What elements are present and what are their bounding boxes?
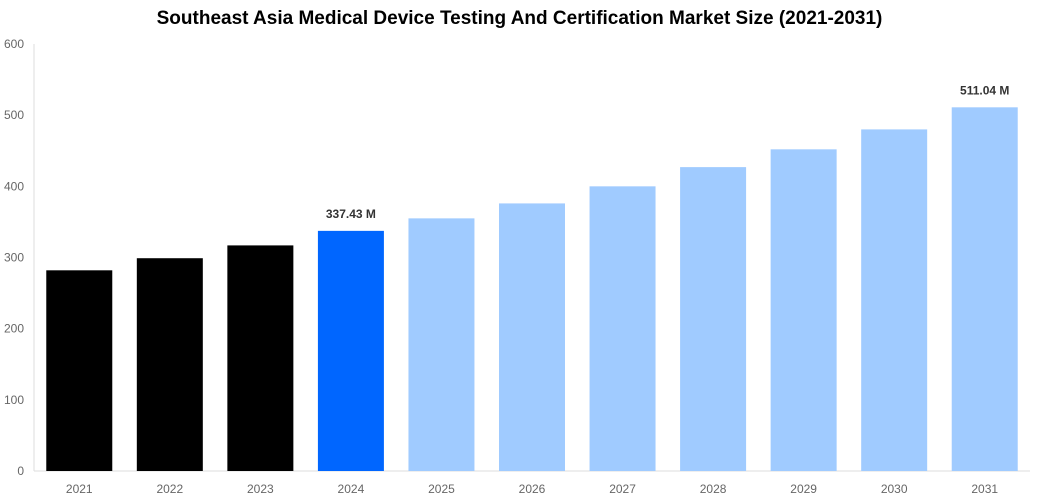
x-tick-label: 2025 (428, 482, 455, 496)
bar-2025 (408, 218, 475, 471)
x-tick-label: 2031 (971, 482, 998, 496)
x-tick-label: 2030 (881, 482, 908, 496)
bar-2024 (317, 230, 384, 471)
y-tick-label: 0 (17, 464, 24, 478)
y-tick-label: 200 (4, 322, 24, 336)
y-tick-label: 500 (4, 108, 24, 122)
bar-2022 (136, 258, 203, 471)
data-label: 511.04 M (960, 83, 1009, 97)
bar-2029 (770, 149, 837, 471)
x-tick-label: 2024 (338, 482, 365, 496)
bar-2021 (46, 270, 113, 471)
bar-2031 (951, 107, 1018, 471)
bar-2028 (680, 167, 747, 471)
y-tick-label: 400 (4, 179, 24, 193)
bar-2027 (589, 186, 656, 472)
x-tick-label: 2029 (790, 482, 817, 496)
x-tick-label: 2023 (247, 482, 274, 496)
x-tick-label: 2026 (519, 482, 546, 496)
y-tick-label: 100 (4, 393, 24, 407)
data-label: 337.43 M (326, 207, 376, 221)
bar-2023 (227, 245, 294, 471)
y-tick-label: 300 (4, 251, 24, 265)
bar-2030 (861, 129, 928, 471)
x-tick-label: 2027 (609, 482, 636, 496)
x-tick-label: 2021 (66, 482, 93, 496)
y-tick-label: 600 (4, 37, 24, 51)
x-tick-label: 2028 (700, 482, 727, 496)
x-tick-label: 2022 (156, 482, 183, 496)
bar-2026 (499, 203, 565, 471)
chart-title: Southeast Asia Medical Device Testing An… (156, 8, 883, 29)
